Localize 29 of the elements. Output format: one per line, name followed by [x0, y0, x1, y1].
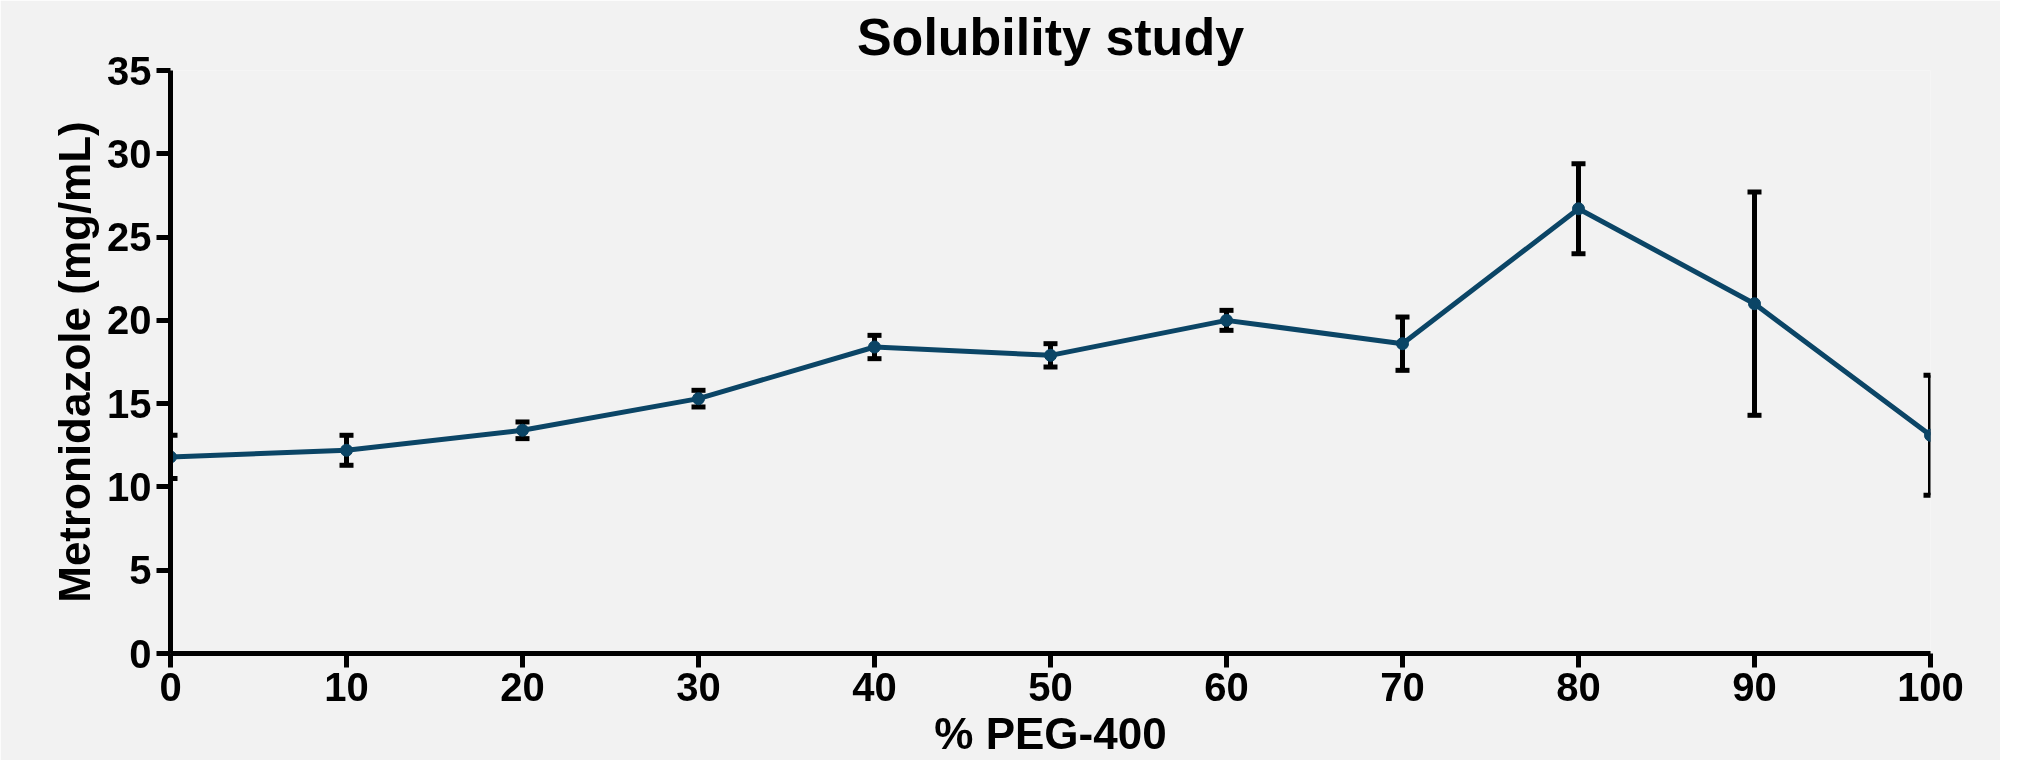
point: [1572, 202, 1585, 216]
x-tick-label: 40: [852, 664, 897, 709]
y-tick-label: 35: [107, 48, 152, 93]
point: [340, 443, 353, 457]
x-axis-title: % PEG-400: [934, 708, 1167, 758]
x-tick-label: 20: [500, 664, 545, 709]
y-tick-label: 10: [107, 464, 152, 509]
x-tick-label: 0: [159, 664, 182, 709]
point: [1044, 348, 1057, 362]
y-tick-label: 0: [129, 631, 152, 676]
x-tick-label: 60: [1204, 664, 1249, 709]
y-tick-label: 30: [107, 131, 152, 176]
y-tick-label: 20: [107, 298, 152, 343]
y-tick-label: 25: [107, 215, 152, 260]
x-tick-label: 10: [324, 664, 369, 709]
y-tick-label: 5: [129, 548, 152, 593]
x-tick-label: 70: [1380, 664, 1425, 709]
y-tick-label: 15: [107, 381, 152, 426]
chart-title: Solubility study: [856, 7, 1245, 66]
x-tick-label: 50: [1028, 664, 1073, 709]
x-tick-label: 100: [1897, 664, 1964, 709]
point: [868, 340, 881, 354]
x-tick-label: 30: [676, 664, 721, 709]
point: [1220, 313, 1233, 327]
x-tick-label: 90: [1732, 664, 1777, 709]
point: [1396, 337, 1409, 351]
y-axis-title: Metronidazole (mg/mL): [50, 121, 100, 603]
x-tick-label: 80: [1556, 664, 1601, 709]
point: [1748, 297, 1761, 311]
